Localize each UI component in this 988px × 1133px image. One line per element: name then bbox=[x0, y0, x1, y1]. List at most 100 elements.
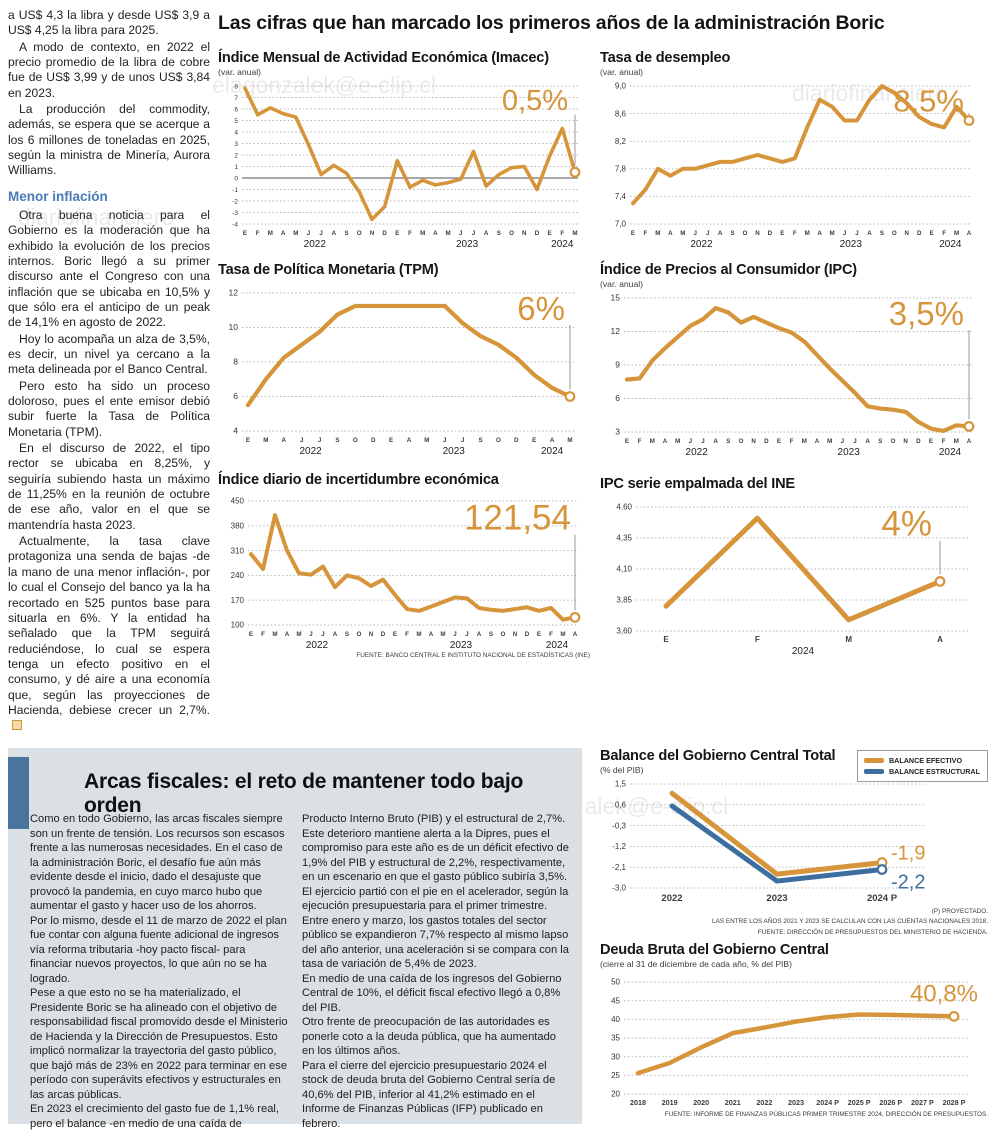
page-title: Las cifras que han marcado los primeros … bbox=[218, 12, 885, 34]
svg-text:M: M bbox=[416, 631, 421, 638]
svg-text:8,2: 8,2 bbox=[615, 137, 627, 146]
paragraph: FUENTE: DIRECCIÓN DE PRESUPUESTOS DEL MI… bbox=[757, 928, 988, 936]
chart-source: FUENTE: BANCO CENTRAL E INSTITUTO NACION… bbox=[356, 652, 590, 659]
svg-text:N: N bbox=[522, 230, 527, 237]
svg-text:M: M bbox=[650, 438, 655, 445]
svg-text:A: A bbox=[713, 438, 718, 445]
svg-text:25: 25 bbox=[611, 1071, 620, 1080]
svg-text:6: 6 bbox=[615, 393, 620, 403]
svg-text:A: A bbox=[282, 437, 287, 444]
svg-text:3: 3 bbox=[615, 427, 620, 437]
svg-text:2023: 2023 bbox=[840, 239, 863, 250]
svg-text:F: F bbox=[942, 230, 946, 237]
svg-text:D: D bbox=[535, 230, 540, 237]
svg-text:A: A bbox=[573, 631, 578, 638]
svg-text:4: 4 bbox=[233, 426, 238, 436]
svg-text:A: A bbox=[718, 230, 723, 237]
paragraph: Actualmente, la tasa clave protagoniza u… bbox=[8, 534, 210, 733]
paragraph: En 2023 el crecimiento del gasto fue de … bbox=[30, 1103, 286, 1133]
article-column: a US$ 4,3 la libra y desde US$ 3,9 a US$… bbox=[8, 8, 210, 735]
svg-text:A: A bbox=[967, 230, 972, 237]
svg-text:J: J bbox=[701, 438, 705, 445]
svg-text:2024: 2024 bbox=[546, 640, 569, 651]
svg-text:2022: 2022 bbox=[756, 1098, 772, 1107]
svg-text:M: M bbox=[560, 631, 565, 638]
svg-text:0,6: 0,6 bbox=[615, 801, 627, 810]
svg-text:S: S bbox=[478, 437, 482, 444]
svg-text:1,5: 1,5 bbox=[615, 780, 627, 789]
svg-text:8,5%: 8,5% bbox=[893, 83, 964, 118]
chart-subtitle: (var. anual) bbox=[600, 279, 643, 289]
chart-subtitle: (var. anual) bbox=[600, 67, 643, 77]
svg-text:S: S bbox=[489, 631, 493, 638]
svg-text:M: M bbox=[805, 230, 810, 237]
svg-text:E: E bbox=[249, 631, 253, 638]
svg-text:J: J bbox=[472, 230, 476, 237]
svg-text:A: A bbox=[865, 438, 870, 445]
svg-text:F: F bbox=[790, 438, 794, 445]
paragraph: Para el cierre del ejercicio presupuesta… bbox=[302, 1059, 556, 1130]
paragraph: Producto Interno Bruto (PIB) y el estruc… bbox=[302, 813, 569, 883]
svg-text:A: A bbox=[967, 438, 972, 445]
svg-text:M: M bbox=[424, 437, 429, 444]
svg-text:A: A bbox=[332, 230, 337, 237]
svg-text:M: M bbox=[272, 631, 277, 638]
svg-text:-3: -3 bbox=[232, 210, 238, 217]
svg-text:J: J bbox=[321, 631, 325, 638]
svg-text:30: 30 bbox=[611, 1052, 620, 1061]
svg-text:A: A bbox=[817, 230, 822, 237]
svg-text:-3,0: -3,0 bbox=[612, 884, 626, 893]
svg-text:7,8: 7,8 bbox=[615, 165, 627, 174]
svg-text:9: 9 bbox=[615, 360, 620, 370]
svg-text:40,8%: 40,8% bbox=[910, 981, 978, 1008]
deuda-line-chart: 50 45 40 35 30 25 20 2018 2019 2020 2021 2022 2023 20… bbox=[600, 970, 988, 1110]
svg-text:D: D bbox=[768, 230, 773, 237]
svg-text:-1,2: -1,2 bbox=[612, 842, 626, 851]
paragraph: (P) PROYECTADO. bbox=[931, 908, 988, 915]
svg-text:A: A bbox=[407, 437, 412, 444]
svg-text:E: E bbox=[395, 230, 399, 237]
chart-title: Tasa de Política Monetaria (TPM) bbox=[218, 262, 439, 278]
svg-text:2026 P: 2026 P bbox=[879, 1098, 902, 1107]
svg-text:2022: 2022 bbox=[686, 447, 709, 458]
svg-text:2018: 2018 bbox=[630, 1098, 646, 1107]
ipc-empalmada-line-chart: 4,60 4,35 4,10 3,85 3,60 E F M A 2024 4% bbox=[600, 493, 988, 657]
svg-text:1: 1 bbox=[234, 164, 238, 171]
svg-text:E: E bbox=[532, 437, 536, 444]
svg-text:J: J bbox=[841, 438, 845, 445]
svg-text:E: E bbox=[389, 437, 393, 444]
svg-text:F: F bbox=[755, 635, 760, 644]
svg-text:40: 40 bbox=[611, 1015, 620, 1024]
svg-text:O: O bbox=[357, 631, 362, 638]
svg-text:D: D bbox=[764, 438, 769, 445]
chart-title: Tasa de desempleo bbox=[600, 50, 731, 66]
svg-text:J: J bbox=[443, 437, 447, 444]
svg-text:2019: 2019 bbox=[662, 1098, 678, 1107]
svg-text:F: F bbox=[408, 230, 412, 237]
svg-text:O: O bbox=[496, 437, 501, 444]
ipc-line-chart: 15 12 9 6 3 E F M A M J J A S O N D E F M A M J J A S O N D E F M A 2022 2… bbox=[600, 290, 988, 458]
svg-text:8: 8 bbox=[234, 84, 238, 91]
svg-text:D: D bbox=[514, 437, 519, 444]
svg-text:2020: 2020 bbox=[693, 1098, 709, 1107]
svg-text:2023: 2023 bbox=[443, 446, 466, 457]
svg-text:6: 6 bbox=[233, 391, 238, 401]
svg-text:A: A bbox=[433, 230, 438, 237]
fiscal-section-background bbox=[8, 748, 582, 1124]
svg-text:N: N bbox=[513, 631, 518, 638]
chart-title: Balance del Gobierno Central Total bbox=[600, 748, 836, 764]
chart-legend: BALANCE EFECTIVO BALANCE ESTRUCTURAL bbox=[856, 750, 988, 783]
svg-text:121,54: 121,54 bbox=[464, 499, 571, 538]
paragraph: Otra buena noticia para el Gobierno es l… bbox=[8, 207, 210, 330]
legend-label: BALANCE ESTRUCTURAL bbox=[888, 767, 980, 777]
svg-text:J: J bbox=[853, 438, 857, 445]
svg-text:A: A bbox=[867, 230, 872, 237]
legend-swatch-orange bbox=[863, 758, 884, 764]
svg-text:M: M bbox=[263, 437, 268, 444]
svg-text:E: E bbox=[930, 230, 934, 237]
svg-text:F: F bbox=[261, 631, 265, 638]
chart-title: IPC serie empalmada del INE bbox=[600, 476, 795, 492]
paragraph: LAS ENTRE LOS AÑOS 2021 Y 2023 SE CALCUL… bbox=[712, 918, 988, 926]
svg-text:7,4: 7,4 bbox=[615, 192, 627, 201]
